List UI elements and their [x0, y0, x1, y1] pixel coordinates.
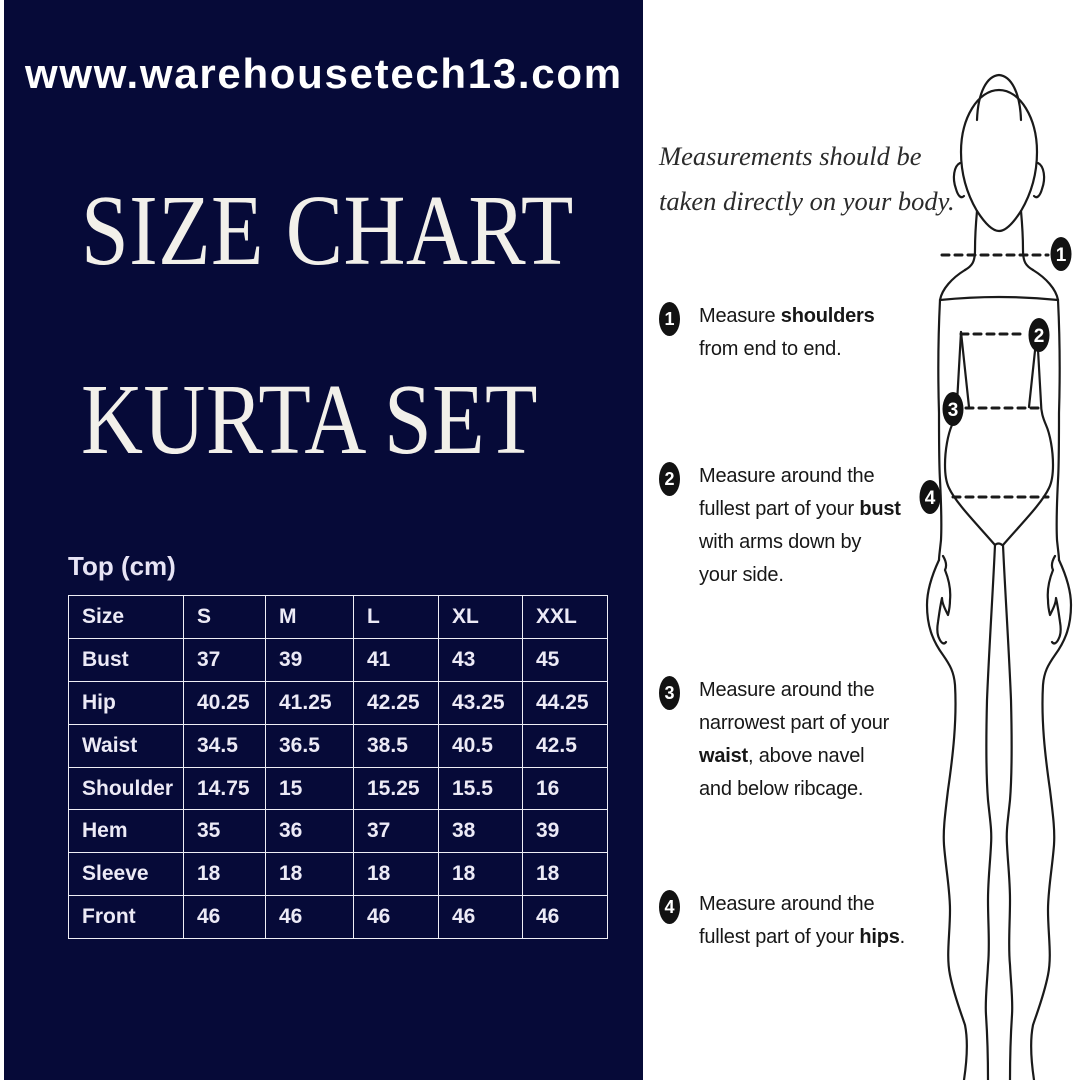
svg-text:2: 2 — [1034, 326, 1045, 347]
svg-text:4: 4 — [925, 488, 936, 509]
svg-text:3: 3 — [948, 400, 959, 421]
svg-text:1: 1 — [1056, 245, 1067, 266]
